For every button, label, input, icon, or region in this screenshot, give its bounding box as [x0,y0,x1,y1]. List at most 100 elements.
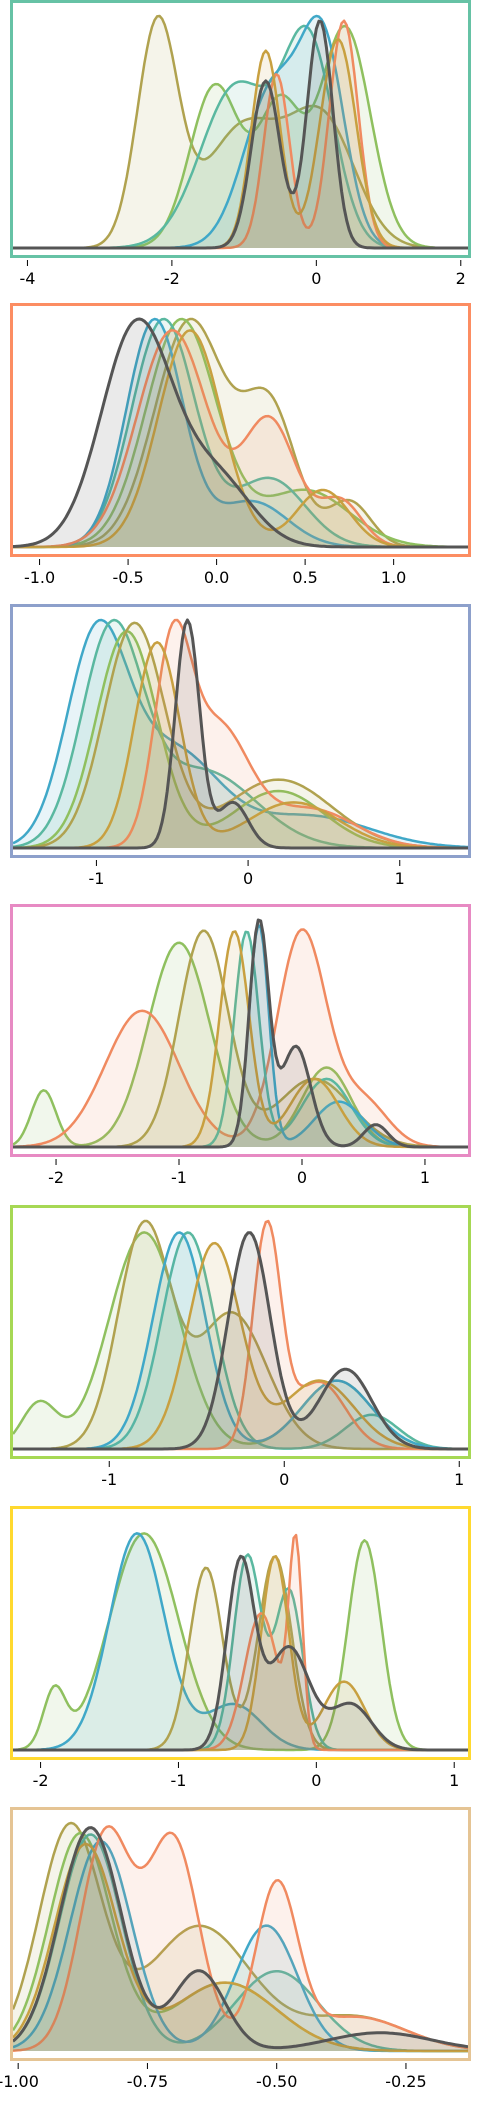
density-area-1 [13,319,468,547]
panel-frame [10,604,471,858]
density-area-4 [13,1554,468,1750]
density-line-7 [12,317,468,549]
density-area-2 [13,1221,468,1449]
density-area-3 [13,1556,468,1750]
density-panel-6: -2 -1 0 1 [10,1506,471,1790]
x-tick-label: -2 [164,269,180,288]
x-tick-label: 0.5 [292,568,317,587]
density-area-4 [13,622,468,848]
x-tick-label: -0.50 [256,2072,297,2091]
density-area-1 [13,1823,468,2051]
x-tick-label: 0 [279,1470,289,1489]
x-tick-label: -2 [48,1168,64,1187]
density-area-1 [13,942,468,1147]
panel-frame [10,1205,471,1459]
density-panel-1: -4 -2 0 2 [10,0,471,288]
density-curves [12,1219,469,1451]
x-tick-label: 0 [243,869,253,888]
x-tick-label: 1 [420,1168,430,1187]
density-area-6 [13,330,468,547]
density-area-2 [13,319,468,547]
density-curves [12,317,468,549]
x-tick-label: 0 [311,1771,321,1790]
x-tick-label: -0.25 [385,2072,426,2091]
x-tick-label: 1.0 [381,568,406,587]
density-area-3 [13,631,468,848]
density-area-4 [13,931,468,1147]
density-area-2 [13,1533,468,1750]
x-tick-label: -1 [170,1771,186,1790]
density-line-2 [13,317,468,549]
x-tick-label: 1 [454,1470,464,1489]
density-area-4 [13,1841,468,2051]
density-area-1 [13,1533,468,1750]
panel-frame [10,1506,471,1760]
density-area-1 [13,16,468,248]
panel-frame [10,1807,471,2061]
density-area-3 [13,319,468,547]
density-line-5 [12,1825,469,2052]
panel-frame [10,0,471,258]
density-panel-4: -2 -1 0 1 [10,904,471,1187]
density-area-7 [13,319,468,547]
density-panel-3: -1 0 1 [10,604,471,888]
density-line-1 [13,317,468,549]
density-area-6 [13,931,468,1147]
density-area-4 [13,319,468,547]
panel-frame [10,904,471,1157]
density-line-1 [12,1532,468,1752]
x-tick-label: -1.00 [0,2072,39,2091]
density-area-1 [13,1232,468,1449]
density-area-6 [13,1556,468,1750]
density-line-6 [13,329,468,549]
density-area-6 [13,39,468,248]
density-area-2 [13,620,468,848]
density-area-7 [13,1827,468,2051]
x-tick-label: -1.0 [24,568,55,587]
density-line-7 [13,1554,468,1752]
x-tick-label: -1 [101,1470,117,1489]
density-area-6 [13,1243,468,1449]
density-area-3 [13,1834,468,2051]
density-line-7 [13,618,468,850]
density-area-7 [13,1556,468,1750]
density-area-5 [13,1826,468,2051]
x-tick-label: 1 [449,1771,459,1790]
density-area-6 [13,1844,468,2051]
density-area-3 [13,25,468,249]
panel-frame [10,303,471,557]
density-area-4 [13,1232,468,1449]
x-tick-label: -0.5 [112,568,143,587]
density-area-2 [13,1833,468,2051]
density-line-7 [12,1826,469,2050]
density-area-1 [13,620,468,848]
density-area-5 [13,330,468,547]
density-curves [12,1532,468,1752]
density-area-5 [13,1535,468,1750]
x-tick-label: 0 [311,269,321,288]
x-tick-label: 2 [456,269,466,288]
density-area-6 [13,642,468,848]
density-curves [12,1821,469,2053]
density-line-7 [13,1231,468,1451]
x-tick-label: -4 [19,269,35,288]
density-line-1 [12,618,469,849]
density-panel-7: -1.00 -0.75 -0.50 -0.25 [0,1807,471,2091]
density-curves [12,918,468,1149]
density-panel-5: -1 0 1 [10,1205,471,1489]
x-tick-label: -1 [171,1168,187,1187]
density-line-2 [12,928,468,1149]
density-area-4 [13,16,468,248]
x-tick-label: 0 [297,1168,307,1187]
x-tick-label: 1 [395,869,405,888]
x-tick-label: -0.75 [127,2072,168,2091]
x-tick-label: -1 [88,869,104,888]
density-line-7 [13,918,468,1149]
density-area-7 [13,1232,468,1449]
density-curves [12,618,469,850]
density-panel-2: -1.0 -0.5 0.0 0.5 1.0 [10,303,471,587]
density-line-6 [12,1842,468,2053]
density-curves [13,14,468,250]
